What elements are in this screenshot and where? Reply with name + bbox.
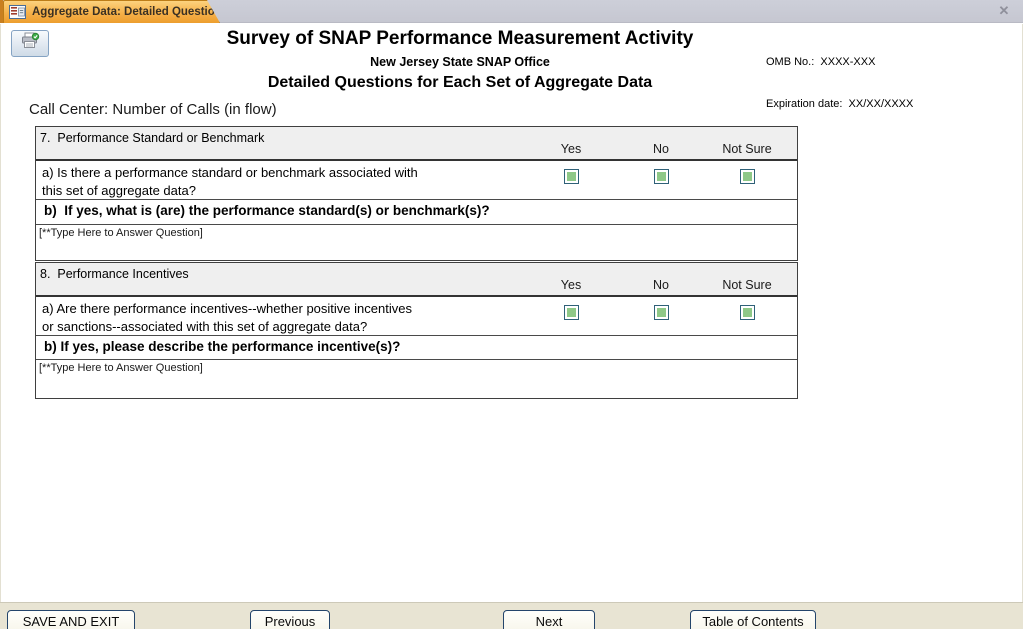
question7b-answer-field[interactable]: [**Type Here to Answer Question] — [39, 227, 203, 239]
tab-aggregate-data-detailed-questions[interactable]: Aggregate Data: Detailed Questions — [3, 0, 220, 23]
q7a-yes-checkbox[interactable] — [564, 169, 579, 184]
form-icon — [9, 5, 26, 19]
office-subtitle: New Jersey State SNAP Office — [370, 55, 550, 69]
tab-bar: Aggregate Data: Detailed Questions ✕ — [0, 0, 1023, 23]
q7a-yes-checkbox-fill — [567, 172, 576, 181]
option-label-yes: Yes — [560, 142, 582, 156]
q7a-not-sure-checkbox-fill — [743, 172, 752, 181]
omb-number: OMB No.: XXXX-XXX — [766, 56, 876, 68]
q8a-yes-checkbox-fill — [567, 308, 576, 317]
tab-bar-accent — [0, 0, 3, 23]
previous-button[interactable]: Previous — [250, 610, 330, 629]
printer-icon — [20, 32, 40, 55]
question8-table: 8. Performance Incentives Yes No Not Sur… — [35, 262, 798, 399]
question8a-row: a) Are there performance incentives--whe… — [36, 297, 797, 336]
option-label-not-sure: Not Sure — [722, 278, 772, 292]
question7-table: 7. Performance Standard or Benchmark Yes… — [35, 126, 798, 261]
omb-block: OMB No.: XXXX-XXX Expiration date: XX/XX… — [766, 27, 1016, 139]
page-subtitle: Detailed Questions for Each Set of Aggre… — [267, 74, 653, 91]
table-of-contents-button[interactable]: Table of Contents — [690, 610, 816, 629]
q8a-not-sure-checkbox[interactable] — [740, 305, 755, 320]
footer-bar: SAVE AND EXIT Previous Next Table of Con… — [0, 602, 1023, 629]
q8a-yes-checkbox[interactable] — [564, 305, 579, 320]
question7a-row: a) Is there a performance standard or be… — [36, 161, 797, 200]
question8b-answer-field[interactable]: [**Type Here to Answer Question] — [39, 362, 203, 374]
q7a-no-checkbox[interactable] — [654, 169, 669, 184]
question8b-text: b) If yes, please describe the performan… — [36, 336, 797, 360]
form-body: Survey of SNAP Performance Measurement A… — [0, 24, 1023, 602]
next-button[interactable]: Next — [503, 610, 595, 629]
q8a-not-sure-checkbox-fill — [743, 308, 752, 317]
option-label-no: No — [653, 142, 669, 156]
expiration-date: Expiration date: XX/XX/XXXX — [766, 98, 914, 110]
question8-title: 8. Performance Incentives — [40, 267, 189, 281]
page-title: Survey of SNAP Performance Measurement A… — [226, 28, 694, 49]
q8a-no-checkbox[interactable] — [654, 305, 669, 320]
option-label-not-sure: Not Sure — [722, 142, 772, 156]
question7-header: 7. Performance Standard or Benchmark Yes… — [36, 127, 797, 161]
tab-title: Aggregate Data: Detailed Questions — [32, 6, 229, 18]
question7b-text: b) If yes, what is (are) the performance… — [36, 200, 797, 225]
save-and-exit-button[interactable]: SAVE AND EXIT — [7, 610, 135, 629]
question8a-text: a) Are there performance incentives--whe… — [42, 301, 412, 334]
close-icon[interactable]: ✕ — [998, 3, 1010, 18]
print-button[interactable] — [11, 30, 49, 57]
section-label: Call Center: Number of Calls (in flow) — [29, 101, 277, 118]
question7-title: 7. Performance Standard or Benchmark — [40, 131, 265, 145]
option-label-yes: Yes — [560, 278, 582, 292]
q7a-not-sure-checkbox[interactable] — [740, 169, 755, 184]
option-label-no: No — [653, 278, 669, 292]
question8-header: 8. Performance Incentives Yes No Not Sur… — [36, 263, 797, 297]
q7a-no-checkbox-fill — [657, 172, 666, 181]
q8a-no-checkbox-fill — [657, 308, 666, 317]
question7a-text: a) Is there a performance standard or be… — [42, 165, 418, 198]
